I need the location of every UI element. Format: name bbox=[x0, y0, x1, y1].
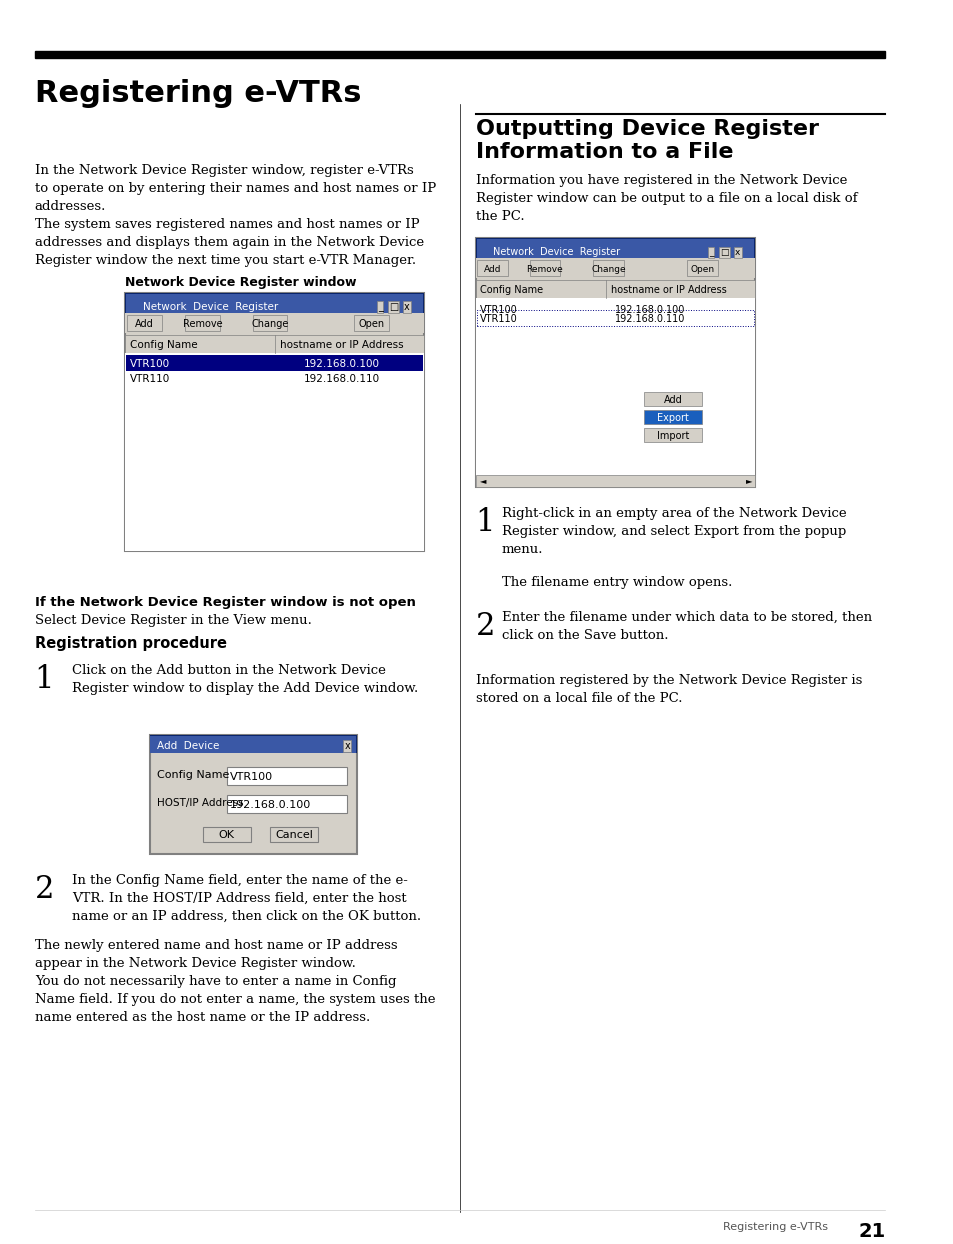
Text: Open: Open bbox=[358, 318, 384, 328]
Bar bbox=[125, 294, 424, 551]
FancyBboxPatch shape bbox=[643, 411, 701, 424]
FancyBboxPatch shape bbox=[354, 315, 388, 331]
Text: hostname or IP Address: hostname or IP Address bbox=[279, 340, 403, 350]
Text: ►: ► bbox=[745, 476, 751, 485]
Text: 21: 21 bbox=[858, 1222, 884, 1240]
Text: 1: 1 bbox=[34, 663, 54, 694]
Text: Network  Device  Register: Network Device Register bbox=[493, 248, 619, 258]
FancyBboxPatch shape bbox=[127, 315, 162, 331]
Text: Add: Add bbox=[135, 318, 153, 328]
Text: Network  Device  Register: Network Device Register bbox=[143, 302, 277, 312]
Bar bbox=[475, 299, 755, 486]
Text: OK: OK bbox=[218, 831, 234, 841]
Bar bbox=[125, 335, 424, 352]
Bar bbox=[475, 259, 755, 279]
Text: Add: Add bbox=[663, 396, 682, 406]
Text: Import: Import bbox=[657, 432, 689, 442]
Bar bbox=[125, 313, 424, 333]
Text: Open: Open bbox=[689, 265, 714, 274]
Text: The filename entry window opens.: The filename entry window opens. bbox=[501, 576, 731, 590]
Text: 2: 2 bbox=[475, 611, 495, 642]
FancyBboxPatch shape bbox=[185, 315, 220, 331]
Text: In the Config Name field, enter the name of the e-
VTR. In the HOST/IP Address f: In the Config Name field, enter the name… bbox=[72, 875, 421, 923]
FancyBboxPatch shape bbox=[686, 260, 717, 276]
Bar bbox=[34, 51, 884, 57]
Text: Change: Change bbox=[591, 265, 625, 274]
Text: 192.168.0.110: 192.168.0.110 bbox=[303, 374, 379, 384]
Text: □: □ bbox=[720, 248, 728, 256]
Bar bbox=[227, 766, 347, 785]
Text: VTR110: VTR110 bbox=[130, 374, 171, 384]
Text: Registration procedure: Registration procedure bbox=[34, 636, 227, 651]
Text: Click on the Add button in the Network Device
Register window to display the Add: Click on the Add button in the Network D… bbox=[72, 663, 418, 694]
Bar bbox=[125, 294, 424, 313]
Text: VTR110: VTR110 bbox=[480, 313, 517, 323]
Bar bbox=[476, 310, 754, 326]
Text: Information to a File: Information to a File bbox=[475, 142, 732, 162]
Text: Registering e-VTRs: Registering e-VTRs bbox=[34, 80, 361, 108]
Bar bbox=[125, 352, 424, 551]
Text: Config Name: Config Name bbox=[157, 770, 230, 780]
Text: VTR100: VTR100 bbox=[480, 305, 517, 315]
Text: □: □ bbox=[389, 302, 397, 312]
Text: Outputting Device Register: Outputting Device Register bbox=[475, 119, 818, 139]
Text: 1: 1 bbox=[475, 506, 495, 537]
Text: Cancel: Cancel bbox=[275, 831, 313, 841]
Text: 192.168.0.100: 192.168.0.100 bbox=[230, 800, 311, 810]
Text: Information registered by the Network Device Register is
stored on a local file : Information registered by the Network De… bbox=[475, 673, 861, 704]
Text: The newly entered name and host name or IP address
appear in the Network Device : The newly entered name and host name or … bbox=[34, 939, 435, 1024]
Text: 192.168.0.100: 192.168.0.100 bbox=[615, 305, 685, 315]
Text: Select Device Register in the View menu.: Select Device Register in the View menu. bbox=[34, 615, 312, 627]
FancyBboxPatch shape bbox=[476, 260, 508, 276]
Bar bbox=[475, 239, 755, 259]
Bar bbox=[150, 735, 356, 855]
Text: hostname or IP Address: hostname or IP Address bbox=[610, 285, 725, 295]
Text: Network Device Register window: Network Device Register window bbox=[125, 276, 356, 289]
FancyBboxPatch shape bbox=[202, 826, 251, 842]
Text: Change: Change bbox=[252, 318, 289, 328]
Text: x: x bbox=[735, 248, 740, 256]
Bar bbox=[151, 736, 355, 753]
Text: Right-click in an empty area of the Network Device
Register window, and select E: Right-click in an empty area of the Netw… bbox=[501, 506, 845, 556]
Bar bbox=[475, 239, 755, 486]
Text: x: x bbox=[344, 741, 350, 751]
Text: _: _ bbox=[377, 302, 382, 312]
Text: Add  Device: Add Device bbox=[157, 741, 219, 751]
Text: If the Network Device Register window is not open: If the Network Device Register window is… bbox=[34, 596, 416, 610]
Text: VTR100: VTR100 bbox=[230, 771, 273, 781]
FancyBboxPatch shape bbox=[529, 260, 559, 276]
Text: Config Name: Config Name bbox=[130, 340, 197, 350]
Text: ◄: ◄ bbox=[480, 476, 486, 485]
Bar bbox=[126, 355, 423, 371]
Text: HOST/IP Address: HOST/IP Address bbox=[157, 797, 244, 807]
Text: Export: Export bbox=[657, 413, 688, 423]
Text: Information you have registered in the Network Device
Register window can be out: Information you have registered in the N… bbox=[475, 174, 856, 223]
Text: Remove: Remove bbox=[183, 318, 222, 328]
Text: x: x bbox=[404, 302, 410, 312]
Text: Config Name: Config Name bbox=[480, 285, 543, 295]
Text: Enter the filename under which data to be stored, then
click on the Save button.: Enter the filename under which data to b… bbox=[501, 611, 871, 642]
Text: _: _ bbox=[708, 248, 713, 256]
Text: VTR100: VTR100 bbox=[130, 358, 171, 368]
Text: 192.168.0.110: 192.168.0.110 bbox=[615, 313, 685, 323]
Bar bbox=[476, 239, 754, 259]
Bar bbox=[150, 735, 356, 753]
FancyBboxPatch shape bbox=[593, 260, 623, 276]
Text: Remove: Remove bbox=[526, 265, 563, 274]
Bar bbox=[126, 294, 423, 313]
Bar bbox=[227, 795, 347, 812]
FancyBboxPatch shape bbox=[270, 826, 318, 842]
Text: Add: Add bbox=[484, 265, 501, 274]
FancyBboxPatch shape bbox=[253, 315, 287, 331]
Text: Registering e-VTRs: Registering e-VTRs bbox=[722, 1222, 827, 1232]
Text: 192.168.0.100: 192.168.0.100 bbox=[303, 358, 379, 368]
FancyBboxPatch shape bbox=[643, 428, 701, 442]
Text: In the Network Device Register window, register e-VTRs
to operate on by entering: In the Network Device Register window, r… bbox=[34, 164, 436, 267]
FancyBboxPatch shape bbox=[643, 392, 701, 407]
Bar bbox=[475, 280, 755, 299]
Text: 2: 2 bbox=[34, 875, 54, 906]
Bar bbox=[475, 475, 755, 486]
